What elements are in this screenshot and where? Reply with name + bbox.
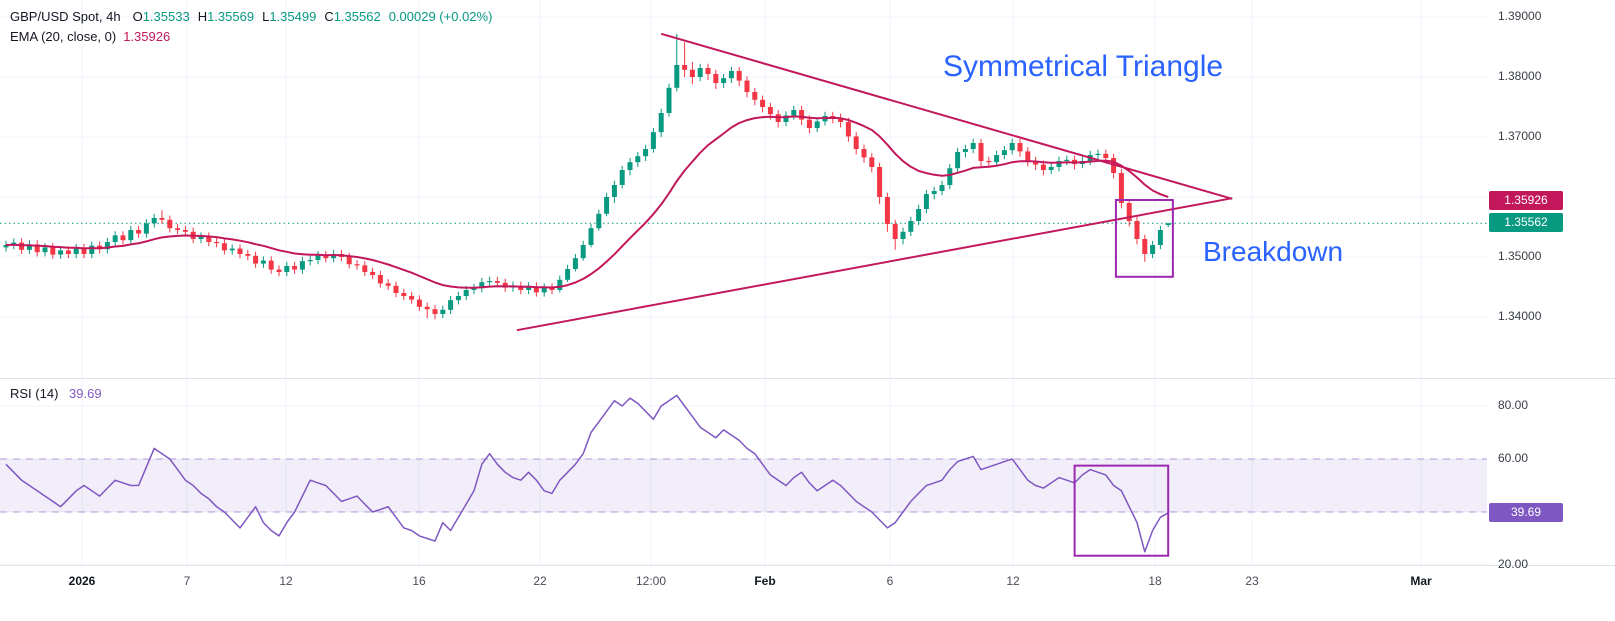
time-tick-label: 16 bbox=[412, 574, 426, 588]
symbol-title[interactable]: GBP/USD Spot, 4h bbox=[10, 8, 121, 24]
time-tick-label: 22 bbox=[533, 574, 547, 588]
high-label: H bbox=[197, 8, 208, 24]
rsi-value-badge: 39.69 bbox=[1489, 502, 1563, 522]
ema-value: 1.35926 bbox=[123, 28, 171, 44]
ema-label: EMA (20, close, 0) bbox=[10, 28, 117, 44]
time-tick-label: 23 bbox=[1245, 574, 1259, 588]
candles-layer bbox=[3, 33, 1171, 320]
ohlc-open: O1.35533 bbox=[133, 9, 190, 24]
low-label: L bbox=[262, 8, 270, 24]
triangle-upper-trendline[interactable] bbox=[660, 32, 1233, 200]
ohlc-low: L1.35499 bbox=[262, 9, 316, 24]
rsi-tick-label: 20.00 bbox=[1498, 557, 1529, 571]
open-label: O bbox=[132, 8, 143, 24]
change-value: 0.00029 (+0.02%) bbox=[388, 8, 493, 24]
low-value: 1.35499 bbox=[269, 8, 317, 24]
ohlc-close: C1.35562 bbox=[324, 9, 380, 24]
rsi-legend[interactable]: RSI (14) 39.69 bbox=[10, 386, 102, 401]
triangle-lower-trendline[interactable] bbox=[516, 197, 1233, 332]
rsi-tick-label: 80.00 bbox=[1498, 398, 1529, 412]
rsi-value: 39.69 bbox=[69, 386, 102, 401]
time-tick-label: 6 bbox=[886, 574, 894, 588]
ema-line bbox=[5, 115, 1169, 289]
high-value: 1.35569 bbox=[207, 8, 255, 24]
ohlc-high: H1.35569 bbox=[198, 9, 254, 24]
time-tick-label: 12 bbox=[279, 574, 293, 588]
breakdown-rect-price[interactable] bbox=[1114, 199, 1174, 278]
ema-price-badge: 1.35926 bbox=[1489, 191, 1563, 211]
time-tick-label: 12:00 bbox=[635, 574, 667, 588]
symbol-legend[interactable]: GBP/USD Spot, 4h O1.35533 H1.35569 L1.35… bbox=[10, 6, 492, 26]
price-tick-label: 1.37000 bbox=[1498, 129, 1542, 143]
time-axis[interactable]: 2026 7 12 16 22 12:00 Feb 6 12 18 23 Mar bbox=[0, 566, 1615, 621]
triangle-annotation-text[interactable]: Symmetrical Triangle bbox=[943, 50, 1224, 83]
last-price-badge: 1.35562 bbox=[1489, 213, 1563, 233]
time-tick-label: Feb bbox=[754, 574, 776, 588]
time-tick-label: 2026 bbox=[68, 574, 96, 588]
price-tick-label: 1.38000 bbox=[1498, 69, 1542, 83]
price-axis[interactable]: 1.390001.380001.370001.360001.350001.340… bbox=[1487, 0, 1615, 571]
time-tick-label: 12 bbox=[1006, 574, 1020, 588]
ema-legend[interactable]: EMA (20, close, 0) 1.35926 bbox=[10, 26, 492, 46]
time-tick-label: 7 bbox=[183, 574, 191, 588]
price-tick-label: 1.34000 bbox=[1498, 309, 1542, 323]
rsi-line bbox=[5, 394, 1169, 553]
time-tick-label: 18 bbox=[1148, 574, 1162, 588]
rsi-band bbox=[0, 458, 1487, 513]
breakdown-annotation-text[interactable]: Breakdown bbox=[1203, 236, 1344, 267]
open-value: 1.35533 bbox=[142, 8, 190, 24]
time-tick-label: Mar bbox=[1410, 574, 1432, 588]
breakdown-rect-rsi[interactable] bbox=[1073, 464, 1170, 557]
close-value: 1.35562 bbox=[333, 8, 381, 24]
close-label: C bbox=[324, 8, 334, 24]
rsi-label: RSI (14) bbox=[10, 386, 59, 401]
grid-layer bbox=[0, 0, 1487, 566]
price-tick-label: 1.39000 bbox=[1498, 9, 1542, 23]
price-tick-label: 1.35000 bbox=[1498, 249, 1542, 263]
rsi-tick-label: 60.00 bbox=[1498, 451, 1529, 465]
main-legend: GBP/USD Spot, 4h O1.35533 H1.35569 L1.35… bbox=[10, 6, 492, 46]
